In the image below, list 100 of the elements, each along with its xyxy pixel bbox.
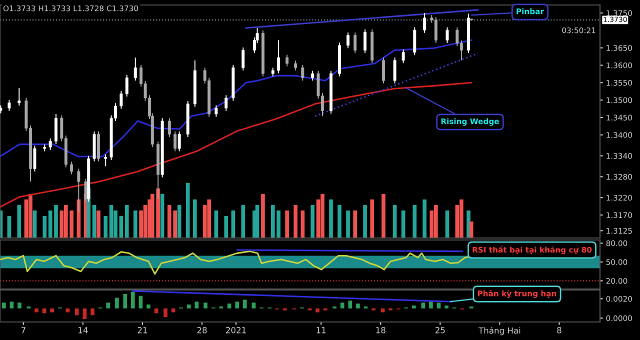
bar xyxy=(401,210,406,238)
bar xyxy=(28,194,32,238)
bar xyxy=(133,210,138,238)
bar xyxy=(154,308,158,314)
candlestick xyxy=(54,114,58,144)
bar xyxy=(130,292,135,308)
bar xyxy=(66,308,70,312)
bar xyxy=(422,199,426,238)
bar xyxy=(32,210,37,238)
bar xyxy=(50,308,54,312)
candlestick xyxy=(434,16,438,44)
bar xyxy=(106,302,110,308)
bar xyxy=(412,306,416,308)
bar xyxy=(115,298,119,308)
bar xyxy=(177,204,182,238)
candlestick xyxy=(8,100,11,112)
candlestick xyxy=(125,74,128,98)
candlestick xyxy=(301,64,304,82)
candlestick xyxy=(242,47,245,71)
bar xyxy=(124,204,129,238)
bar xyxy=(340,302,344,308)
bar xyxy=(316,308,320,312)
bar xyxy=(392,204,397,238)
bar xyxy=(338,204,342,238)
bar xyxy=(227,304,232,308)
candlestick xyxy=(178,130,181,152)
candlestick xyxy=(364,28,367,54)
candlestick xyxy=(70,161,74,175)
bar xyxy=(42,216,47,238)
bar xyxy=(370,199,374,238)
candlestick xyxy=(214,104,218,118)
bar xyxy=(356,304,360,308)
bar xyxy=(17,204,22,238)
candlestick xyxy=(294,60,298,71)
bar xyxy=(320,194,324,238)
bar xyxy=(10,302,14,308)
bar xyxy=(82,308,87,320)
candlestick xyxy=(446,26,449,44)
bar xyxy=(74,308,79,316)
bar xyxy=(235,302,240,308)
bar xyxy=(193,199,197,238)
x-tick-label: 21 xyxy=(138,327,147,334)
bar xyxy=(42,308,46,314)
bar xyxy=(164,308,168,318)
bar xyxy=(444,306,448,308)
bar xyxy=(48,210,52,238)
bar xyxy=(123,294,128,308)
bar xyxy=(436,302,441,308)
bar xyxy=(310,204,314,238)
bar xyxy=(380,308,385,312)
bar xyxy=(160,194,164,238)
bar xyxy=(353,210,358,238)
candlestick xyxy=(224,94,228,112)
bar xyxy=(186,182,190,238)
bar xyxy=(92,204,96,238)
bar xyxy=(329,199,333,238)
bar xyxy=(2,302,6,308)
bar xyxy=(346,210,350,238)
bar xyxy=(445,210,450,238)
candlestick xyxy=(354,32,357,54)
candlestick xyxy=(174,130,177,152)
x-tick-label: Tháng Hai xyxy=(478,326,520,336)
bar xyxy=(207,199,212,238)
bar xyxy=(109,204,114,238)
bar xyxy=(412,204,417,238)
bar xyxy=(242,300,247,308)
bar xyxy=(146,304,150,308)
bar xyxy=(194,302,199,308)
bar xyxy=(300,210,305,238)
bar xyxy=(421,302,426,308)
x-tick-label: 11 xyxy=(316,327,326,334)
x-tick-label: 14 xyxy=(78,327,88,334)
x-tick-label: 7 xyxy=(21,327,26,334)
candlestick xyxy=(33,145,36,172)
bar xyxy=(469,221,474,238)
bar xyxy=(285,210,289,238)
bar xyxy=(104,216,108,238)
bar xyxy=(241,204,246,238)
candlestick xyxy=(286,54,289,67)
candlestick xyxy=(423,12,426,34)
candlestick xyxy=(48,138,52,150)
bar xyxy=(460,199,464,238)
candlestick xyxy=(382,57,385,84)
candlestick xyxy=(277,40,280,74)
candlestick xyxy=(393,57,396,84)
candlestick xyxy=(413,26,416,56)
candlestick xyxy=(456,26,459,47)
candlestick xyxy=(168,118,171,138)
bar xyxy=(231,210,236,238)
bar xyxy=(294,204,298,238)
bar xyxy=(96,210,100,238)
x-tick-label: 8 xyxy=(557,327,562,334)
bar xyxy=(382,194,386,238)
bar xyxy=(90,308,94,316)
bar xyxy=(186,304,191,308)
x-tick-label: 18 xyxy=(376,327,386,334)
bar xyxy=(348,300,352,308)
bar xyxy=(363,204,367,238)
bar xyxy=(204,302,208,308)
x-tick-label: 25 xyxy=(435,327,445,334)
